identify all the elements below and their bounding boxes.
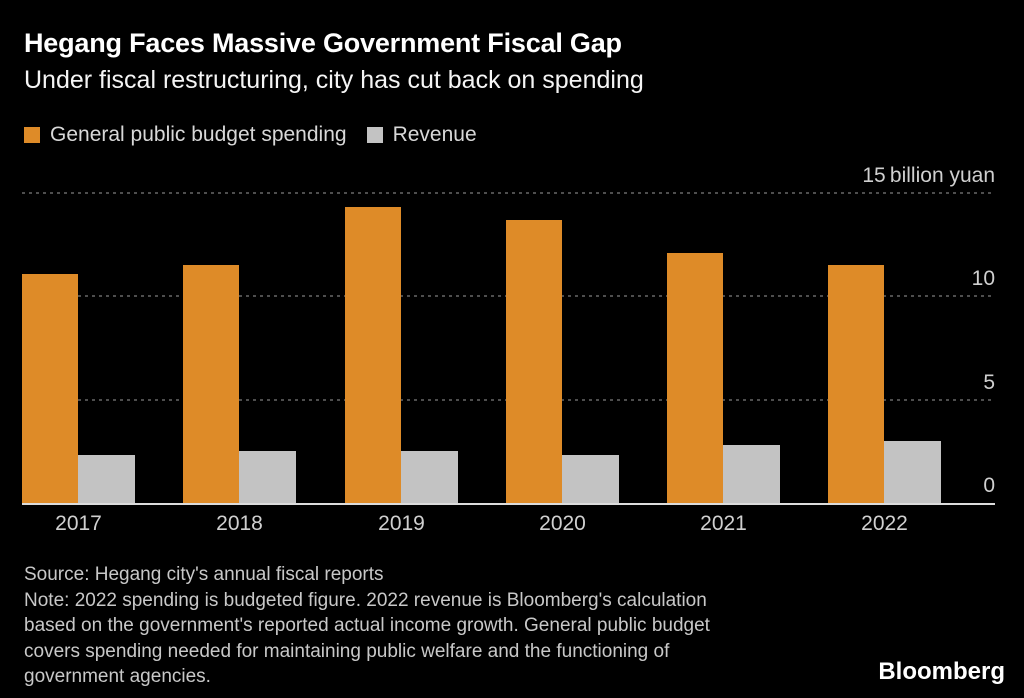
x-tick-label-2018: 2018 (216, 512, 263, 535)
chart-subtitle: Under fiscal restructuring, city has cut… (24, 66, 644, 94)
bar-revenue-2022 (884, 441, 941, 503)
x-tick-label-2019: 2019 (378, 512, 425, 535)
bar-spending-2017 (22, 274, 78, 503)
bar-revenue-2020 (562, 455, 619, 503)
bar-revenue-2021 (723, 445, 780, 503)
note-line: based on the government's reported actua… (24, 615, 710, 636)
bar-spending-2019 (345, 207, 401, 503)
footer-notes: Source: Hegang city's annual fiscal repo… (24, 562, 710, 690)
legend-item-spending: General public budget spending (24, 123, 347, 147)
note-line: covers spending needed for maintaining p… (24, 640, 670, 662)
bar-revenue-2019 (401, 451, 458, 503)
bar-spending-2020 (506, 220, 562, 503)
revenue-swatch-icon (366, 127, 383, 143)
bar-spending-2022 (828, 265, 884, 503)
bar-spending-2021 (667, 253, 723, 503)
y-tick-label-10: 10 (971, 267, 995, 290)
bar-revenue-2017 (78, 455, 135, 503)
note-lines: Note: 2022 spending is budgeted figure. … (24, 588, 710, 690)
x-tick-label-2020: 2020 (539, 512, 586, 535)
chart-title: Hegang Faces Massive Government Fiscal G… (24, 28, 622, 58)
x-tick-label-2021: 2021 (700, 512, 747, 535)
legend-label: General public budget spending (50, 123, 347, 146)
bar-revenue-2018 (239, 451, 296, 503)
legend-label: Revenue (392, 123, 477, 146)
spending-swatch-icon (24, 127, 40, 143)
note-line: Note: 2022 spending is budgeted figure. … (24, 589, 707, 611)
x-tick-label-2017: 2017 (55, 512, 102, 535)
y-tick-label-0: 0 (983, 474, 995, 497)
x-axis-baseline (22, 503, 995, 505)
bar-spending-2018 (183, 265, 239, 503)
bloomberg-logo: Bloomberg (878, 658, 1005, 685)
x-tick-label-2022: 2022 (861, 512, 908, 535)
y-tick-label-5: 5 (983, 371, 995, 394)
gridline-15 (22, 192, 995, 194)
y-tick-label-15: 15 billion yuan (862, 164, 995, 187)
source-line: Source: Hegang city's annual fiscal repo… (24, 564, 384, 585)
legend-item-revenue: Revenue (366, 123, 477, 147)
chart-legend: General public budget spending Revenue (24, 123, 477, 147)
note-line: government agencies. (24, 666, 211, 687)
